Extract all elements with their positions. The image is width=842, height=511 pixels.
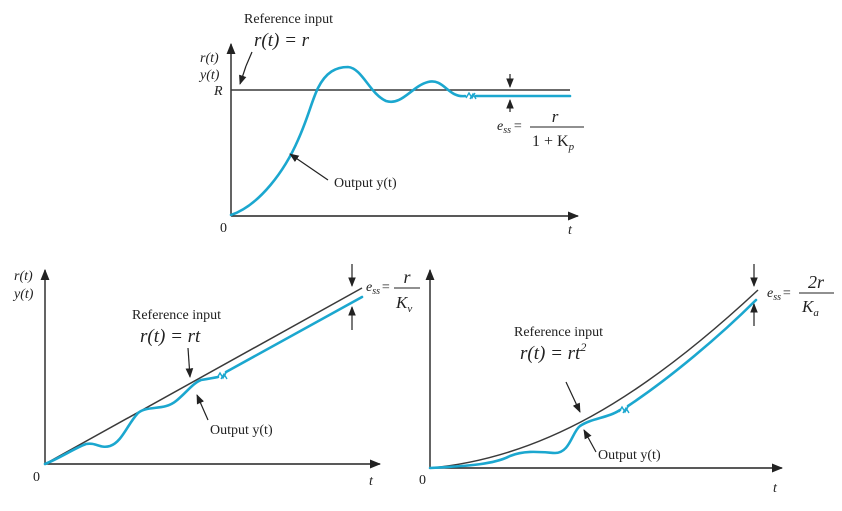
step-break-mark (465, 91, 477, 100)
step-output-leader (289, 153, 329, 181)
ramp-ylabel-y: y(t) (12, 287, 34, 302)
step-output-label: Output y(t) (334, 176, 397, 191)
ramp-output-curve (43, 375, 220, 466)
step-ylabel-r: r(t) (200, 51, 219, 66)
ramp-ref-leader (185, 347, 194, 378)
step-output-curve (229, 65, 467, 217)
svg-text:Ka: Ka (801, 297, 819, 319)
svg-text:r: r (403, 267, 411, 287)
ramp-break-mark (216, 371, 228, 380)
ramp-xlabel: t (369, 474, 374, 489)
parabola-output-label: Output y(t) (598, 448, 661, 463)
step-ylabel-y: y(t) (198, 68, 220, 83)
parabola-reference-curve (429, 289, 759, 469)
parabola-xlabel: t (773, 481, 778, 496)
parabola-ref-label: Reference input (514, 325, 603, 340)
svg-text:ess=: ess= (767, 286, 791, 303)
svg-text:r: r (552, 107, 559, 126)
step-ref-leader (245, 51, 253, 67)
step-response-panel: Reference input r(t) = r r(t) y(t) R 0 t… (198, 12, 584, 238)
ramp-output-tail (224, 295, 364, 374)
parabola-origin: 0 (419, 473, 426, 488)
step-xlabel: t (568, 223, 573, 238)
parabola-ref-formula: r(t) = rt2 (520, 340, 586, 364)
ramp-output-label: Output y(t) (210, 423, 273, 438)
parabola-output-tail (626, 298, 758, 408)
parabola-output-leader (583, 429, 597, 453)
step-origin: 0 (220, 221, 227, 236)
parabola-ref-leader (565, 381, 581, 413)
svg-text:ess=: ess= (497, 119, 522, 136)
svg-text:r(t) = rt2: r(t) = rt2 (520, 340, 586, 364)
svg-text:2r: 2r (808, 272, 825, 292)
ramp-output-leader (196, 394, 209, 421)
svg-text:Kv: Kv (395, 293, 412, 315)
step-ess-formula: ess = r 1 + Kp (497, 107, 584, 153)
ramp-ess-formula: ess= r Kv (366, 267, 420, 315)
svg-text:1 + Kp: 1 + Kp (532, 133, 575, 153)
step-ref-formula: r(t) = r (254, 30, 310, 51)
ramp-origin: 0 (33, 470, 40, 485)
svg-text:ess=: ess= (366, 280, 390, 297)
parabola-ess-formula: ess= 2r Ka (767, 272, 834, 319)
ramp-reference-line (44, 287, 363, 465)
ramp-response-panel: Reference input r(t) = rt r(t) y(t) 0 t … (12, 264, 420, 489)
ramp-ref-label: Reference input (132, 308, 221, 323)
step-level-label: R (213, 84, 223, 99)
ramp-ylabel-r: r(t) (14, 269, 33, 284)
parabola-response-panel: Reference input r(t) = rt2 0 t Output y(… (419, 264, 834, 496)
step-ref-label: Reference input (244, 12, 333, 27)
ramp-ref-formula: r(t) = rt (140, 326, 201, 347)
parabola-break-mark (618, 405, 630, 414)
parabola-output-curve (428, 408, 622, 470)
